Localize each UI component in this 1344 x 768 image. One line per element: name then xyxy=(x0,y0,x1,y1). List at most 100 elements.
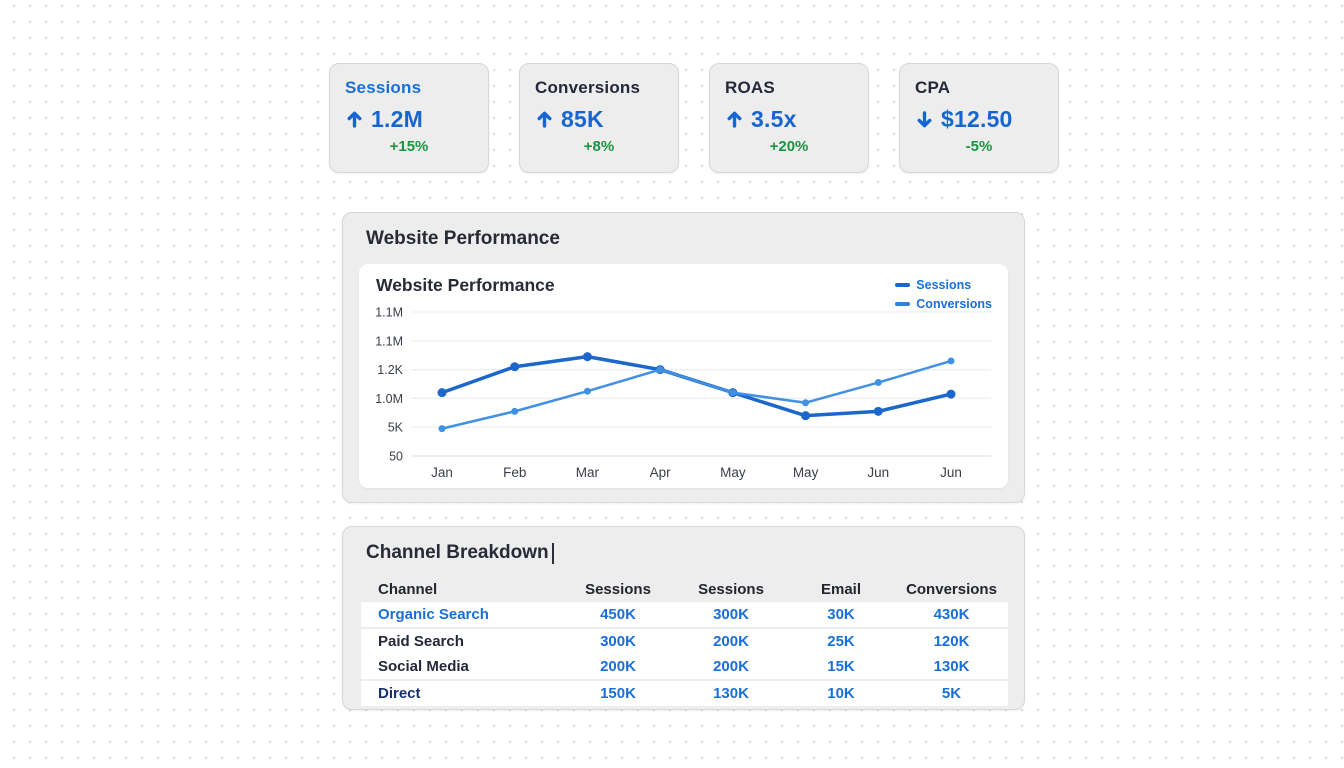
kpi-delta: +8% xyxy=(583,138,615,155)
kpi-card-sessions: Sessions 1.2M +15% xyxy=(329,63,489,173)
kpi-delta: +15% xyxy=(389,138,429,155)
value-cell: 150K xyxy=(600,685,636,702)
arrow-up-icon xyxy=(347,111,362,128)
x-axis-label: Apr xyxy=(650,465,672,480)
kpi-value: 85K xyxy=(561,106,604,132)
channel-cell[interactable]: Direct xyxy=(378,685,421,702)
chart-legend: Sessions Conversions xyxy=(895,278,992,311)
breakdown-title-text: Channel Breakdown xyxy=(366,542,549,563)
data-point-conversions xyxy=(438,425,446,433)
kpi-card-roas: ROAS 3.5x +20% xyxy=(709,63,869,173)
value-cell: 430K xyxy=(933,606,970,623)
y-axis-label: 5K xyxy=(388,421,404,435)
value-cell: 130K xyxy=(713,685,749,702)
kpi-title: Sessions xyxy=(345,78,422,97)
chart-title: Website Performance xyxy=(376,275,555,295)
data-point-conversions xyxy=(874,379,882,387)
header-cell-sessions-2: Sessions xyxy=(698,580,764,598)
kpi-value-row: 3.5x xyxy=(725,106,853,133)
kpi-delta: +20% xyxy=(769,138,809,155)
value-cell: 200K xyxy=(713,633,749,650)
x-axis-label: May xyxy=(720,465,746,480)
kpi-title: CPA xyxy=(915,78,951,97)
legend-dash-icon xyxy=(895,283,911,287)
kpi-title: Conversions xyxy=(535,78,641,97)
data-point-conversions xyxy=(583,387,591,395)
channel-cell: Social Media xyxy=(378,658,469,675)
y-axis-label: 50 xyxy=(389,450,403,464)
data-point-sessions xyxy=(946,389,956,399)
website-performance-card: Website Performance Website Performance … xyxy=(342,212,1025,503)
x-axis-label: May xyxy=(793,465,819,480)
data-point-sessions xyxy=(510,362,520,372)
legend-item-sessions[interactable]: Sessions xyxy=(895,278,971,292)
value-cell: 25K xyxy=(827,633,855,650)
y-axis-label: 1.1M xyxy=(375,334,403,348)
data-point-sessions xyxy=(801,411,811,421)
arrow-down-icon xyxy=(917,111,932,128)
kpi-card-conversions: Conversions 85K +8% xyxy=(519,63,679,173)
kpi-value: $12.50 xyxy=(941,106,1013,132)
data-point-conversions xyxy=(947,357,955,365)
performance-line-chart: 1.1M 1.1M 1.2K 1.0M 5K 50 Jan Feb Mar Apr May May Ju… xyxy=(375,306,991,480)
value-cell: 300K xyxy=(713,606,749,623)
data-point-conversions xyxy=(802,399,810,407)
kpi-delta: -5% xyxy=(965,138,993,155)
data-point-sessions xyxy=(582,352,592,362)
value-cell: 5K xyxy=(941,685,962,702)
y-axis-label: 1.0M xyxy=(375,392,403,406)
value-cell: 300K xyxy=(600,633,636,650)
value-cell: 200K xyxy=(713,658,749,675)
arrow-up-icon xyxy=(537,111,552,128)
kpi-card-cpa: CPA $12.50 -5% xyxy=(899,63,1059,173)
y-axis-label: 1.2K xyxy=(377,363,403,377)
breakdown-card-title: Channel Breakdown xyxy=(366,542,554,564)
x-axis-label: Jun xyxy=(867,465,889,480)
text-caret xyxy=(551,542,554,564)
value-cell: 120K xyxy=(933,633,970,650)
x-axis-label: Jun xyxy=(940,465,962,480)
kpi-value: 1.2M xyxy=(371,106,423,132)
header-cell-channel: Channel xyxy=(378,580,438,598)
kpi-value: 3.5x xyxy=(751,106,797,132)
header-cell-sessions: Sessions xyxy=(585,580,651,598)
arrow-up-icon xyxy=(727,111,742,128)
x-axis-label: Jan xyxy=(431,465,453,480)
y-axis-label: 1.1M xyxy=(375,306,403,320)
x-axis-label: Feb xyxy=(503,465,526,480)
chart-panel: Website Performance 1.1M 1.1M 1.2K 1.0M 5K 50… xyxy=(359,264,1008,488)
channel-breakdown-card: Channel Breakdown Channel Sessions Session… xyxy=(342,526,1025,710)
table-row-direct: Direct 150K 130K 10K 5K xyxy=(361,681,1008,706)
channel-cell: Paid Search xyxy=(378,633,464,650)
value-cell: 15K xyxy=(827,658,855,675)
table-row-paid-search: Paid Search 300K 200K 25K 120K xyxy=(361,629,1008,654)
channel-breakdown-table: Channel Sessions Sessions Email Conversions O… xyxy=(361,576,1008,706)
value-cell: 130K xyxy=(933,658,970,675)
header-cell-conversions-4: Conversions xyxy=(906,580,997,598)
table-row-social-media: Social Media 200K 200K 15K 130K xyxy=(361,654,1008,679)
header-cell-email-3: Email xyxy=(820,580,862,598)
value-cell: 200K xyxy=(600,658,636,675)
legend-dash-icon xyxy=(895,302,911,306)
series-line-conversions xyxy=(440,359,953,430)
table-row-organic-search: Organic Search 450K 300K 30K 430K xyxy=(361,602,1008,627)
legend-label: Conversions xyxy=(916,297,992,311)
data-point-conversions xyxy=(729,389,737,397)
legend-item-conversions[interactable]: Conversions xyxy=(895,297,992,311)
data-point-sessions xyxy=(437,388,447,398)
value-cell: 450K xyxy=(600,606,636,623)
kpi-value-row: 1.2M xyxy=(345,106,473,133)
channel-cell[interactable]: Organic Search xyxy=(378,606,489,623)
value-cell: 30K xyxy=(827,606,855,623)
kpi-value-row: 85K xyxy=(535,106,663,133)
value-cell: 10K xyxy=(827,685,855,702)
data-point-conversions xyxy=(511,407,519,415)
performance-card-title: Website Performance xyxy=(366,228,560,249)
data-point-sessions xyxy=(873,406,883,416)
kpi-value-row: $12.50 xyxy=(915,106,1043,133)
data-point-conversions xyxy=(656,366,664,374)
kpi-title: ROAS xyxy=(725,78,775,97)
table-header-row: Channel Sessions Sessions Email Conversions xyxy=(361,576,1008,602)
legend-label: Sessions xyxy=(916,278,972,292)
